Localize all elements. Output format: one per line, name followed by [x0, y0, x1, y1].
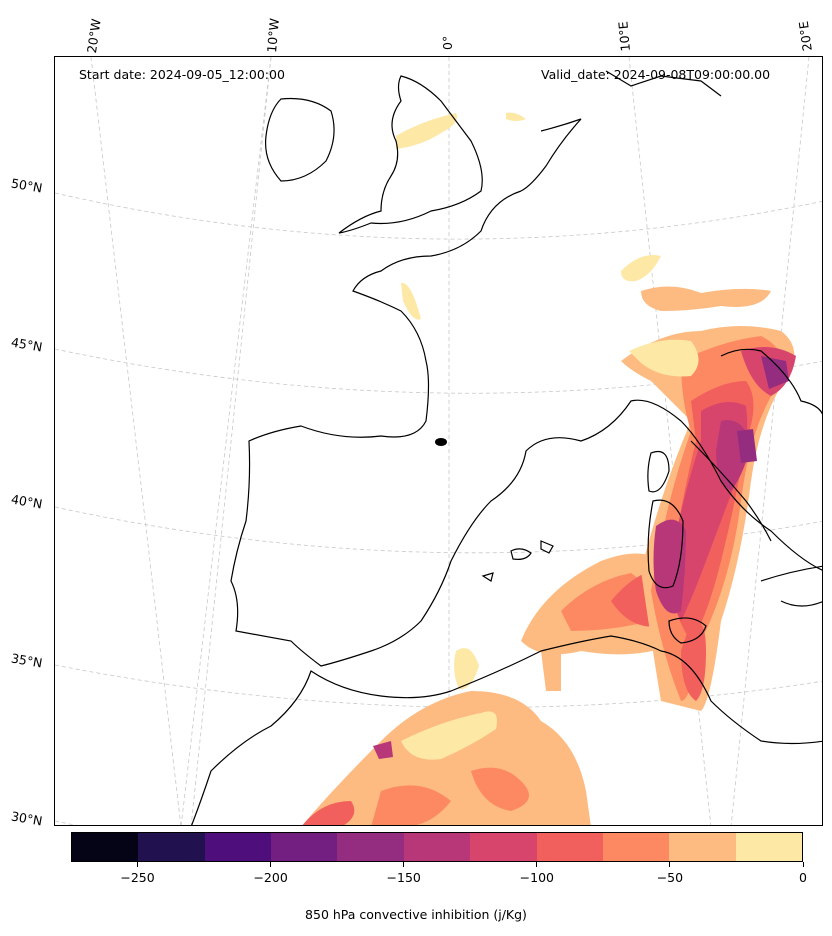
colorbar-tick-label: −150 [386, 870, 421, 885]
colorbar-tick-label: −250 [120, 870, 155, 885]
cin-area-france-yellow [401, 282, 421, 320]
colorbar-tick [536, 862, 538, 867]
colorbar-segment [602, 833, 670, 861]
lon-label-10e: 10°E [615, 20, 633, 52]
coastlines [191, 70, 822, 825]
valid-date-label: Valid_date: 2024-09-08T09:00:00.00 [541, 67, 771, 82]
map-canvas [55, 57, 822, 825]
lat-label-40n: 40°N [9, 491, 44, 512]
colorbar-title: 850 hPa convective inhibition (j/Kg) [305, 907, 527, 922]
colorbar-tick [669, 862, 671, 867]
cin-area-algeria-light [541, 646, 561, 691]
cin-area-italy-purple [737, 429, 757, 463]
location-marker [435, 438, 447, 446]
cin-area-north-light [629, 339, 699, 377]
colorbar-segment [204, 833, 272, 861]
colorbar-tick [802, 862, 804, 867]
colorbar-segment [735, 833, 802, 861]
cin-area-atlas-yellow [454, 648, 479, 690]
colorbar-segment [72, 833, 139, 861]
colorbar-segment [138, 833, 205, 861]
colorbar-segment [470, 833, 537, 861]
lon-label-20w: 20°W [84, 17, 104, 55]
cin-area-north-sea-yellow [506, 112, 526, 121]
cin-area-sahara-orange2 [371, 785, 451, 825]
colorbar-segment [669, 833, 736, 861]
cin-area-alps-yellow [621, 255, 661, 282]
lat-label-30n: 30°N [9, 808, 44, 829]
colorbar-segment [337, 833, 404, 861]
cin-area-adriatic-purple [761, 356, 789, 389]
colorbar-tick-label: 0 [799, 870, 807, 885]
colorbar-segment [403, 833, 471, 861]
cin-area-uk-yellow [396, 113, 457, 149]
colorbar-tick-label: −50 [656, 870, 684, 885]
lat-label-50n: 50°N [9, 175, 44, 196]
lon-label-10w: 10°W [264, 17, 282, 54]
colorbar [71, 832, 803, 862]
lon-label-0: 0° [440, 35, 455, 50]
cin-area-alps-light [641, 286, 771, 311]
colorbar-segment [271, 833, 338, 861]
cin-area-sahara-yellow [401, 711, 497, 760]
colorbar-tick [137, 862, 139, 867]
cin-area-sardinia-magenta [653, 519, 686, 614]
lon-label-20e: 20°E [795, 20, 815, 52]
lat-label-45n: 45°N [9, 334, 44, 355]
lat-label-35n: 35°N [9, 650, 44, 671]
cin-area-sahara-magenta [373, 741, 393, 759]
start-date-label: Start date: 2024-09-05_12:00:00 [79, 67, 285, 82]
colorbar-tick [403, 862, 405, 867]
colorbar-segment [536, 833, 603, 861]
cin-area-sahara-orange [471, 767, 529, 811]
cin-area-sahara-red [302, 801, 355, 825]
colorbar-tick-label: −200 [253, 870, 288, 885]
map-area[interactable] [54, 56, 823, 826]
cin-contours [302, 112, 796, 825]
colorbar-tick [270, 862, 272, 867]
colorbar-tick-label: −100 [519, 870, 554, 885]
